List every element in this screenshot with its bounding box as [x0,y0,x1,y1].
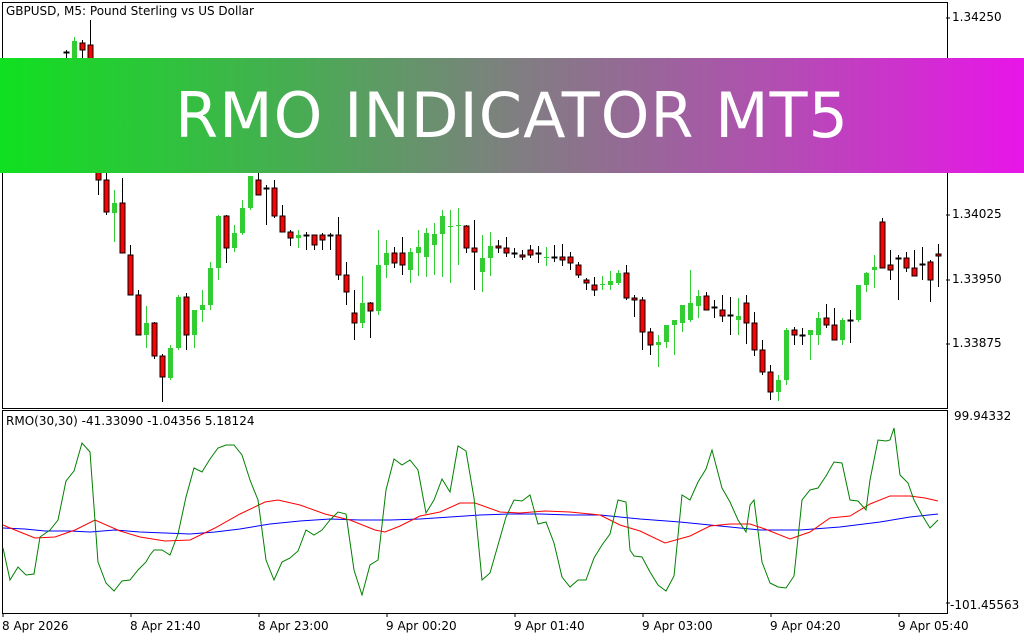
indicator-scale-max: 99.94332 [954,409,1012,423]
banner-text: RMO INDICATOR MT5 [175,79,849,152]
indicator-scale-min-value: -101.45563 [950,598,1020,612]
rmo-main-line [2,427,939,597]
chart-title: GBPUSD, M5: Pound Sterling vs US Dollar [6,4,254,18]
time-label: 8 Apr 23:00 [258,619,329,633]
price-label: 1.33950 [952,272,1002,286]
time-label: 9 Apr 05:40 [898,619,969,633]
rmo-signal-line [2,495,939,544]
title-banner: RMO INDICATOR MT5 [0,58,1024,173]
rmo-trend-line [2,513,939,535]
time-label: 9 Apr 04:20 [770,619,841,633]
price-label: 1.34250 [952,10,1002,24]
time-label: 8 Apr 2026 [2,619,69,633]
time-label: 9 Apr 00:20 [386,619,457,633]
time-label: 8 Apr 21:40 [130,619,201,633]
indicator-scale-min: -101.45563 [950,598,1019,612]
time-label: 9 Apr 03:00 [642,619,713,633]
time-label: 9 Apr 01:40 [514,619,585,633]
price-label: 1.33875 [952,336,1002,350]
indicator-label: RMO(30,30) -41.33090 -1.04356 5.18124 [6,414,255,428]
price-label: 1.34025 [952,207,1002,221]
